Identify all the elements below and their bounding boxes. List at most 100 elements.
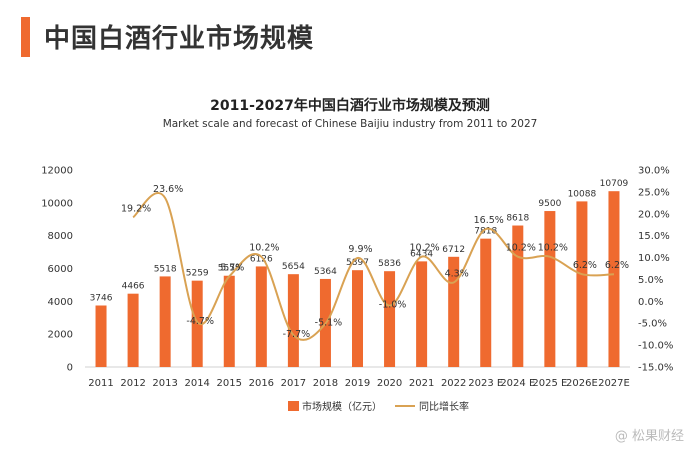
x-tick-label: 2026E bbox=[566, 378, 598, 389]
x-tick-label: 2021 bbox=[409, 378, 434, 389]
growth-value-label: 4.3% bbox=[445, 269, 469, 280]
bar bbox=[191, 280, 203, 367]
x-tick-label: 2011 bbox=[88, 378, 113, 389]
growth-value-label: -5.1% bbox=[315, 318, 343, 329]
growth-value-label: 16.5% bbox=[474, 215, 504, 226]
y2-tick-label: 15.0% bbox=[638, 231, 670, 242]
y2-tick-label: -10.0% bbox=[638, 341, 673, 352]
y2-tick-label: 0.0% bbox=[638, 297, 663, 308]
x-tick-label: 2027E bbox=[598, 378, 630, 389]
growth-value-label: 10.2% bbox=[249, 243, 279, 254]
growth-value-label: 9.9% bbox=[348, 244, 372, 255]
bar-value-labels: 3746 4466 5518 5259 5559 6126 5654 5364 5897 5836… bbox=[90, 179, 629, 303]
x-tick-label: 2015 bbox=[217, 378, 242, 389]
legend-line-label: 同比增长率 bbox=[419, 400, 469, 413]
bar-value-label: 5897 bbox=[346, 258, 369, 268]
x-tick-label: 2019 bbox=[345, 378, 370, 389]
bar bbox=[448, 256, 460, 367]
y-tick-label: 6000 bbox=[48, 264, 73, 275]
y-tick-label: 0 bbox=[67, 363, 73, 374]
left-axis: 0 2000 4000 6000 8000 10000 12000 bbox=[41, 166, 73, 374]
bar bbox=[480, 238, 492, 367]
bar-value-label: 7818 bbox=[474, 227, 497, 237]
y-tick-label: 10000 bbox=[41, 198, 73, 209]
bar bbox=[127, 293, 139, 367]
bar-value-label: 5559 bbox=[218, 264, 241, 274]
y2-tick-label: 25.0% bbox=[638, 187, 670, 198]
growth-value-label: 5.7% bbox=[220, 262, 244, 273]
x-tick-label: 2020 bbox=[377, 378, 402, 389]
bar bbox=[608, 191, 620, 367]
chart-subtitle: Market scale and forecast of Chinese Bai… bbox=[162, 118, 538, 130]
bar bbox=[287, 274, 299, 367]
bar-value-label: 5259 bbox=[186, 269, 209, 279]
growth-line-series bbox=[132, 192, 615, 341]
x-tick-label: 2022 bbox=[441, 378, 466, 389]
right-axis: -15.0% -10.0% -5.0% 0.0% 5.0% 10.0% 15.0% 20.0%… bbox=[638, 166, 673, 374]
bar bbox=[223, 275, 235, 367]
bar bbox=[416, 261, 428, 367]
x-tick-label: 2016 bbox=[249, 378, 274, 389]
bar-value-label: 4466 bbox=[122, 282, 145, 292]
growth-line bbox=[132, 192, 615, 341]
growth-value-labels: 19.2%23.6% -4.7% 5.7% 10.2% -7.7% -5.1% 9.9% -1… bbox=[121, 184, 629, 340]
growth-value-label: 10.2% bbox=[506, 243, 536, 254]
bar-value-label: 3746 bbox=[90, 294, 113, 304]
x-tick-label: 2024 E bbox=[500, 378, 535, 389]
y-tick-label: 2000 bbox=[48, 330, 73, 341]
y2-tick-label: 30.0% bbox=[638, 166, 670, 177]
bar bbox=[544, 211, 556, 367]
x-tick-label: 2013 bbox=[152, 378, 177, 389]
bar-value-label: 5654 bbox=[282, 262, 305, 272]
bar-value-label: 8618 bbox=[506, 214, 529, 224]
y-tick-label: 8000 bbox=[48, 231, 73, 242]
growth-value-label: 19.2% bbox=[121, 203, 151, 214]
y-tick-label: 12000 bbox=[41, 166, 73, 177]
bar bbox=[384, 271, 396, 367]
x-tick-label: 2012 bbox=[120, 378, 145, 389]
growth-value-label: -1.0% bbox=[379, 300, 407, 311]
page-title: 中国白酒行业市场规模 bbox=[44, 24, 315, 54]
bar-value-label: 6434 bbox=[410, 249, 433, 259]
legend-bar-swatch bbox=[288, 401, 299, 411]
bar-value-label: 5364 bbox=[314, 267, 337, 277]
bar-value-label: 10709 bbox=[600, 179, 629, 189]
bar bbox=[159, 276, 171, 367]
bar-value-label: 5518 bbox=[154, 264, 177, 274]
growth-value-label: 23.6% bbox=[153, 184, 183, 195]
bar-value-label: 6712 bbox=[442, 245, 465, 255]
x-axis-ticks: 2011 2012 2013 2014 2015 2016 2017 2018 2019 2020… bbox=[88, 378, 630, 389]
x-tick-label: 2017 bbox=[281, 378, 306, 389]
bar bbox=[512, 225, 524, 367]
bar bbox=[352, 270, 363, 367]
legend: 市场规模（亿元） 同比增长率 bbox=[288, 400, 469, 413]
growth-value-label: 6.2% bbox=[573, 260, 597, 271]
growth-value-label: -7.7% bbox=[283, 329, 311, 340]
bar-value-label: 6126 bbox=[250, 254, 273, 264]
title-accent-bar bbox=[21, 17, 30, 57]
legend-bar-label: 市场规模（亿元） bbox=[302, 400, 382, 413]
x-tick-label: 2023 E bbox=[468, 378, 503, 389]
y-tick-label: 4000 bbox=[48, 297, 73, 308]
bar-value-label: 5836 bbox=[378, 259, 401, 269]
x-tick-label: 2014 bbox=[184, 378, 209, 389]
bar bbox=[255, 266, 267, 367]
growth-value-label: 6.2% bbox=[605, 260, 629, 271]
bar-value-label: 9500 bbox=[538, 199, 561, 209]
growth-value-label: 10.2% bbox=[410, 243, 440, 254]
y2-tick-label: -5.0% bbox=[638, 319, 667, 330]
y2-tick-label: 20.0% bbox=[638, 209, 670, 220]
growth-value-label: 10.2% bbox=[538, 243, 568, 254]
bar-value-label: 10088 bbox=[568, 189, 597, 199]
x-tick-label: 2018 bbox=[313, 378, 338, 389]
bar-series bbox=[95, 191, 620, 367]
bar bbox=[95, 305, 107, 367]
x-tick-label: 2025 E bbox=[532, 378, 567, 389]
y2-tick-label: 5.0% bbox=[638, 275, 663, 286]
watermark-text: @ 松果财经 bbox=[614, 429, 684, 444]
growth-value-label: -4.7% bbox=[186, 316, 214, 327]
chart-title: 2011-2027年中国白酒行业市场规模及预测 bbox=[210, 98, 490, 114]
bar bbox=[576, 201, 588, 367]
y2-tick-label: -15.0% bbox=[638, 363, 673, 374]
